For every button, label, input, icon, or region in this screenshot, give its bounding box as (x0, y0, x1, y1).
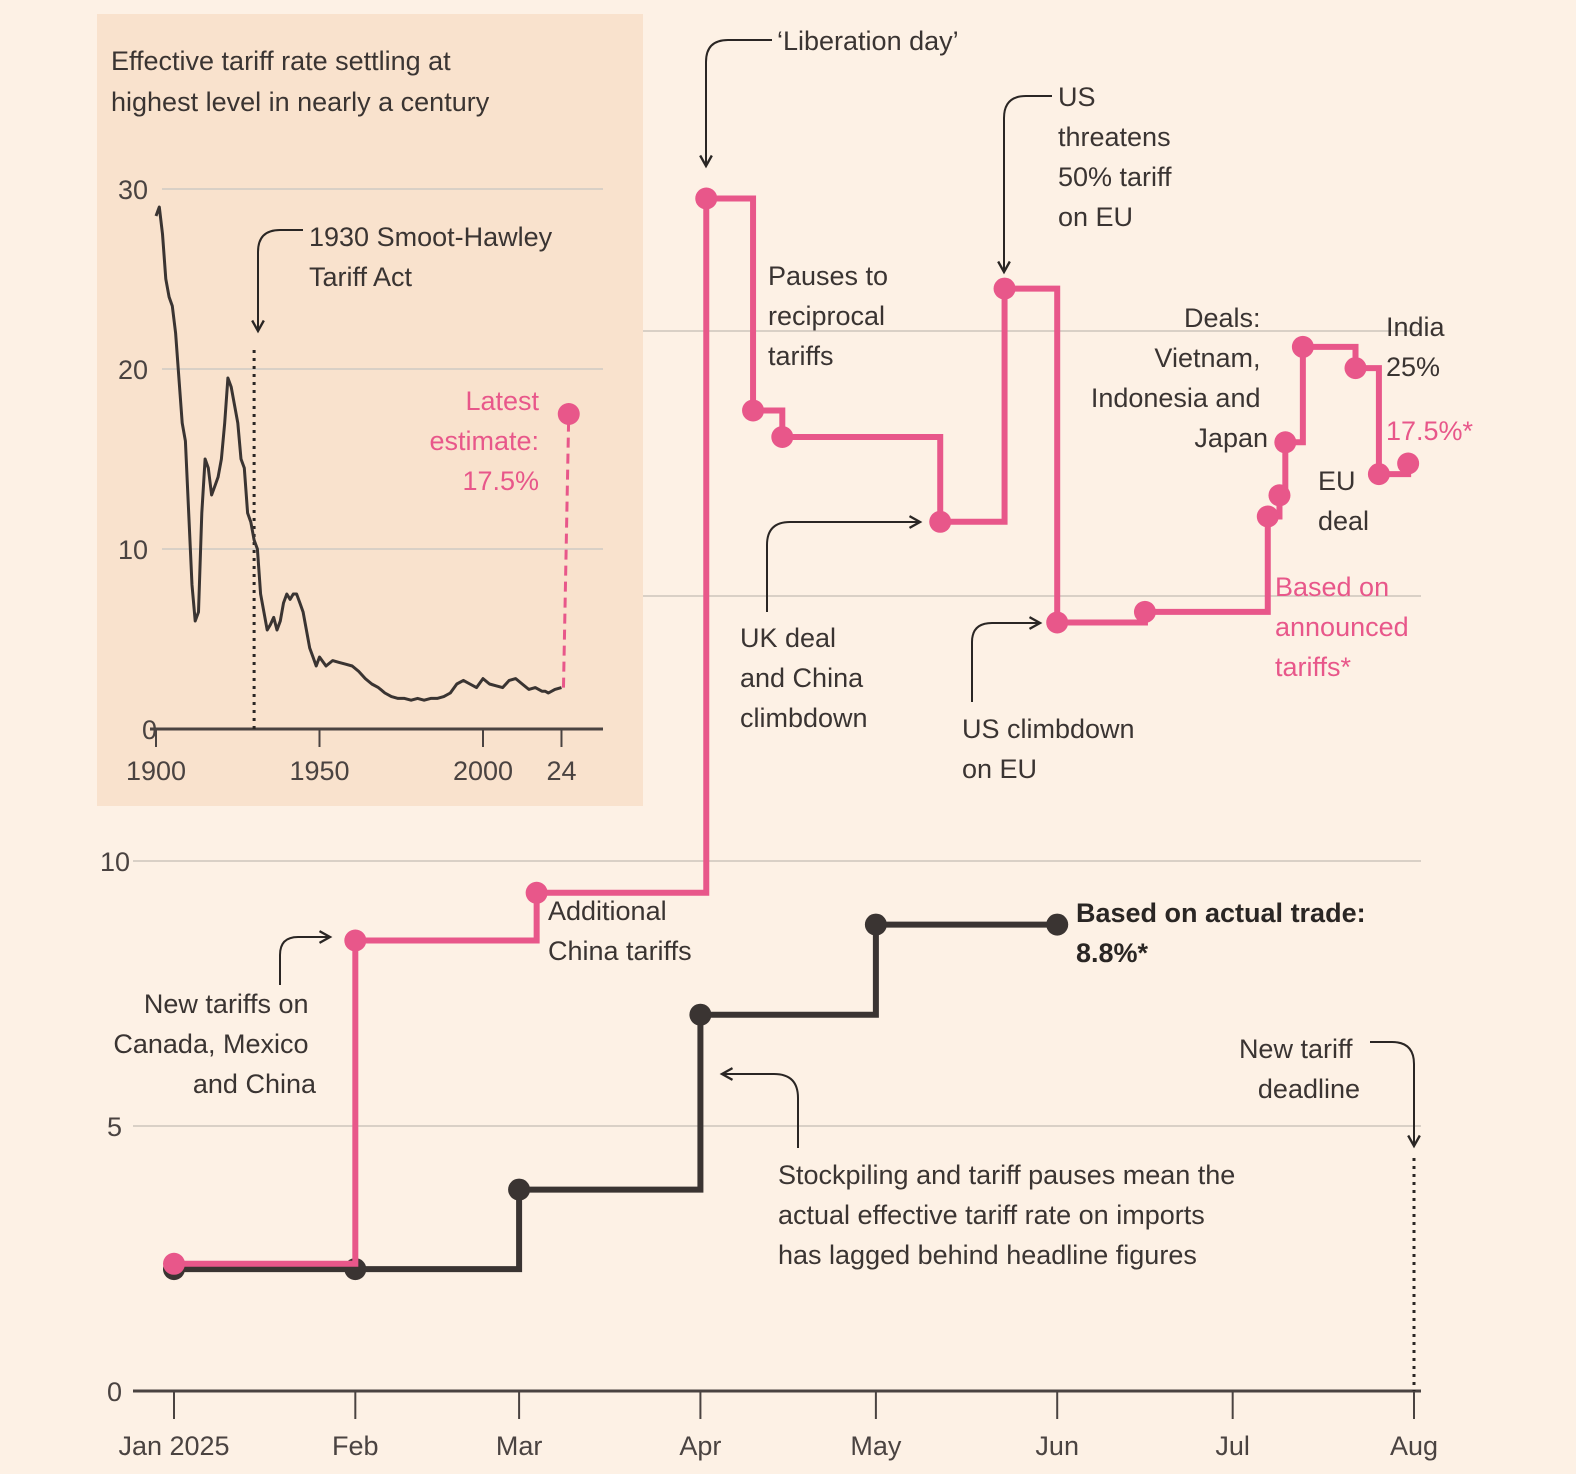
data-point (1291, 335, 1314, 358)
inset-x-tick-1950: 1950 (289, 756, 349, 786)
main-x-axis: Jan 2025 Feb Mar Apr May Jun Jul Aug (118, 1391, 1438, 1461)
data-point (1397, 452, 1420, 475)
data-point (344, 929, 367, 952)
liberation-label: ‘Liberation day’ (777, 26, 959, 56)
smoot-hawley-label: 1930 Smoot-Hawley Tariff Act (309, 222, 553, 292)
deadline-label: New tariff deadline (1239, 1034, 1360, 1104)
canada-label: New tariffs on Canada, Mexico and China (113, 989, 317, 1099)
data-point (695, 187, 718, 210)
data-point (525, 881, 548, 904)
us-climbdown-label: US climbdown on EU (962, 714, 1142, 784)
data-point (163, 1252, 185, 1275)
latest-main-label: 17.5%* (1386, 416, 1474, 446)
india-label: India 25% (1386, 312, 1452, 382)
inset-y-tick-10: 10 (118, 535, 148, 565)
x-tick-aug: Aug (1390, 1431, 1438, 1461)
data-point (1046, 913, 1069, 936)
data-point (1256, 505, 1279, 528)
x-tick-feb: Feb (332, 1431, 379, 1461)
announced-legend-label: Based on announced tariffs* (1275, 572, 1416, 682)
stockpiling-label: Stockpiling and tariff pauses mean the a… (778, 1160, 1243, 1270)
threatens-arrow (1004, 95, 1052, 272)
pauses-label: Pauses to reciprocal tariffs (768, 261, 896, 371)
y-tick-0: 0 (107, 1377, 122, 1407)
actual-legend-label: Based on actual trade: 8.8%* (1076, 898, 1373, 968)
latest-estimate-label: Latest estimate: 17.5% (429, 386, 539, 496)
data-point (1268, 484, 1291, 507)
annotation-arrows (279, 39, 1414, 1148)
x-tick-may: May (850, 1431, 902, 1461)
data-point (929, 510, 952, 533)
inset-title-line: Effective tariff rate settling at (111, 46, 451, 76)
china-label: Additional China tariffs (548, 896, 692, 966)
inset-x-tick-2000: 2000 (453, 756, 513, 786)
deadline-arrow (1370, 1041, 1414, 1146)
data-point (508, 1178, 531, 1201)
y-tick-10: 10 (100, 847, 130, 877)
latest-estimate-label-line: estimate: (429, 426, 539, 456)
inset-x-tick-1900: 1900 (126, 756, 186, 786)
data-point (993, 277, 1016, 300)
latest-estimate-label-line: Latest (465, 386, 539, 416)
series-line (174, 921, 1058, 1273)
data-point (771, 426, 794, 448)
uk-deal-arrow (766, 522, 920, 612)
latest-estimate-line (561, 413, 571, 688)
stockpiling-arrow (722, 1074, 799, 1148)
inset-series-line (154, 205, 562, 702)
data-point (1133, 600, 1156, 623)
x-tick-jan-2025: Jan 2025 (118, 1431, 229, 1461)
x-tick-mar: Mar (496, 1431, 543, 1461)
inset-y-tick-30: 30 (118, 175, 148, 205)
annotations: ‘Liberation day’ Pauses to reciprocal ta… (113, 26, 1473, 1270)
inset-historical-chart: Effective tariff rate settling at highest… (111, 46, 603, 786)
deals-label: Deals: Vietnam, Indonesia and Japan (1091, 303, 1268, 453)
latest-estimate-point (557, 403, 580, 425)
data-point (1344, 357, 1367, 380)
inset-x-tick-24: 24 (546, 756, 576, 786)
inset-y-tick-20: 20 (118, 355, 148, 385)
data-point (1274, 431, 1297, 454)
data-point (1367, 463, 1390, 486)
smoot-hawley-label-line: 1930 Smoot-Hawley (309, 222, 553, 252)
data-point (742, 399, 765, 422)
latest-estimate-label-line: 17.5% (462, 466, 539, 496)
canada-arrow (279, 937, 330, 985)
uk-deal-label: UK deal and China climbdown (740, 623, 871, 733)
inset-background (97, 14, 643, 806)
x-tick-apr: Apr (679, 1431, 721, 1461)
x-tick-jun: Jun (1035, 1431, 1079, 1461)
liberation-arrow (706, 39, 772, 166)
us-climbdown-arrow (971, 623, 1040, 702)
inset-y-tick-0: 0 (142, 715, 157, 745)
data-point (1046, 611, 1069, 634)
data-point (864, 913, 887, 936)
threatens-label: US threatens 50% tariff on EU (1058, 82, 1179, 232)
eu-deal-label: EU deal (1318, 466, 1369, 536)
data-point (689, 1003, 712, 1026)
inset-title-line: highest level in nearly a century (111, 87, 490, 117)
inset-title: Effective tariff rate settling at highest… (111, 46, 490, 117)
x-tick-jul: Jul (1215, 1431, 1250, 1461)
smoot-hawley-arrow (258, 229, 303, 331)
smoot-hawley-label-line: Tariff Act (309, 262, 413, 292)
y-tick-5: 5 (107, 1112, 122, 1142)
series-announced-tariffs (163, 187, 1420, 1275)
